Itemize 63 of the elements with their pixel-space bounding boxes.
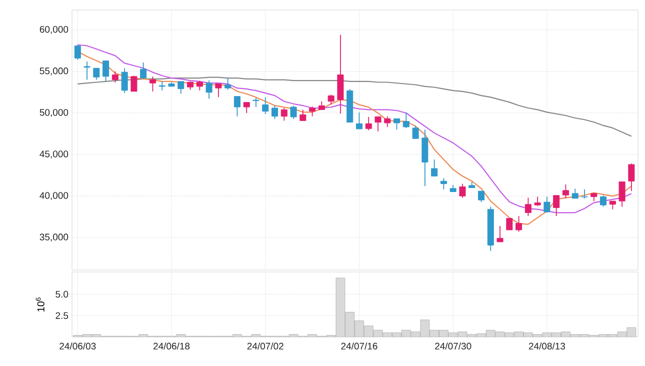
candlestick	[516, 216, 522, 232]
candlestick	[374, 116, 382, 132]
candlestick	[496, 226, 504, 242]
y-tick-label: 50,000	[40, 109, 68, 117]
candlestick	[215, 83, 222, 98]
candlestick	[506, 218, 513, 230]
candlestick	[459, 183, 466, 198]
candlestick	[102, 60, 110, 82]
candlestick	[93, 68, 100, 80]
candlestick	[234, 96, 240, 117]
candlestick	[534, 196, 541, 206]
candlestick	[149, 76, 156, 92]
candlestick	[206, 80, 212, 100]
candlestick	[74, 44, 81, 60]
candlestick	[365, 116, 372, 131]
x-tick-label: 24/06/18	[153, 342, 190, 350]
candlestick	[544, 196, 550, 214]
x-tick-label: 24/08/13	[528, 342, 566, 350]
y-tick-label: 60,000	[40, 26, 68, 34]
candlestick	[328, 94, 334, 106]
candlestick	[581, 188, 588, 199]
candlestick	[309, 106, 316, 117]
candlestick	[290, 105, 297, 120]
candlestick	[112, 71, 118, 83]
x-tick-label: 24/07/30	[435, 342, 472, 350]
y-tick-label: 35,000	[40, 234, 68, 242]
candlestick	[440, 178, 447, 190]
candlestick	[478, 190, 485, 202]
candlestick	[600, 194, 607, 208]
y-tick-label: 2.5	[56, 312, 68, 319]
y-tick-label: 40,000	[40, 192, 68, 200]
candlestick	[280, 108, 288, 122]
candlestick	[628, 163, 635, 192]
candlestick	[252, 98, 260, 108]
candlestick	[562, 184, 569, 199]
candlestick	[572, 188, 578, 199]
candlestick	[130, 75, 138, 92]
x-tick-label: 24/06/03	[60, 342, 96, 350]
y-tick-label: 5.0	[56, 290, 68, 298]
candlestick	[224, 78, 232, 90]
x-tick-label: 24/07/16	[341, 342, 378, 350]
candlestick	[272, 105, 278, 120]
y-axis-title: 10$^{6}$	[36, 298, 44, 312]
candlestick	[384, 116, 391, 128]
candlestick	[262, 96, 269, 114]
candlestick	[84, 61, 90, 80]
y-tick-label: 55,000	[40, 68, 68, 76]
candlestick	[243, 102, 250, 114]
candlestick	[196, 80, 203, 91]
candlestick	[394, 118, 400, 130]
candlestick	[431, 159, 438, 177]
candlestick	[618, 181, 626, 208]
y-tick-label: 45,000	[40, 150, 68, 158]
candlestick	[402, 112, 410, 128]
candlestick	[356, 112, 362, 130]
x-tick-label: 24/07/02	[247, 342, 284, 350]
candlestick	[140, 62, 147, 80]
candlestick	[553, 194, 560, 216]
candlestick	[300, 109, 306, 122]
candlestick	[178, 80, 184, 94]
candlestick	[121, 68, 128, 94]
candlestick	[412, 125, 419, 140]
candlestick	[524, 197, 532, 216]
